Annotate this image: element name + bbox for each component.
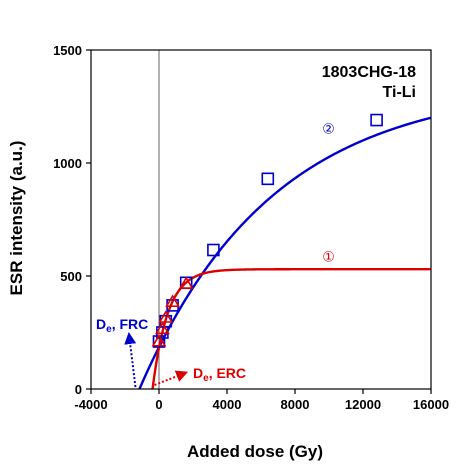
axis-ticks	[86, 49, 432, 394]
triangle-marker	[151, 333, 167, 347]
sample-id: 1803CHG-18	[322, 64, 416, 81]
fit-curves	[138, 116, 432, 390]
sample-type: Ti-Li	[383, 84, 416, 101]
curve-label-2: ②	[322, 122, 335, 138]
curve-label-1: ①	[322, 249, 335, 265]
y-tick-label: 0	[75, 382, 82, 397]
y-tick-label: 1500	[53, 43, 82, 58]
triangle-marker	[158, 310, 174, 323]
fit-curve-1	[138, 116, 432, 390]
y-tick-label: 500	[60, 269, 82, 284]
square-marker	[261, 172, 275, 186]
y-axis-title: ESR intensity (a.u.)	[7, 141, 26, 296]
x-tick-label: 12000	[345, 397, 381, 412]
x-tick-label: -4000	[74, 397, 107, 412]
erc-arrow	[154, 370, 189, 386]
square-marker	[370, 113, 383, 127]
x-tick-label: 8000	[281, 397, 310, 412]
annotation-arrows	[124, 332, 189, 388]
triangle-marker	[178, 276, 194, 289]
square-marker	[207, 243, 220, 257]
triangle-marker	[165, 294, 180, 307]
fit-curve-2	[151, 268, 431, 390]
triangle-marker	[155, 321, 170, 335]
x-tick-label: 4000	[213, 397, 242, 412]
y-tick-label: 1000	[53, 156, 82, 171]
de-erc-label: De, ERC	[193, 365, 246, 384]
x-tick-label: 0	[155, 397, 162, 412]
x-tick-label: 16000	[413, 397, 449, 412]
data-markers	[151, 113, 383, 348]
plot-frame	[90, 49, 432, 390]
x-axis-title: Added dose (Gy)	[187, 442, 323, 461]
de-frc-label: De, FRC	[96, 316, 148, 335]
frc-arrow	[124, 332, 137, 388]
